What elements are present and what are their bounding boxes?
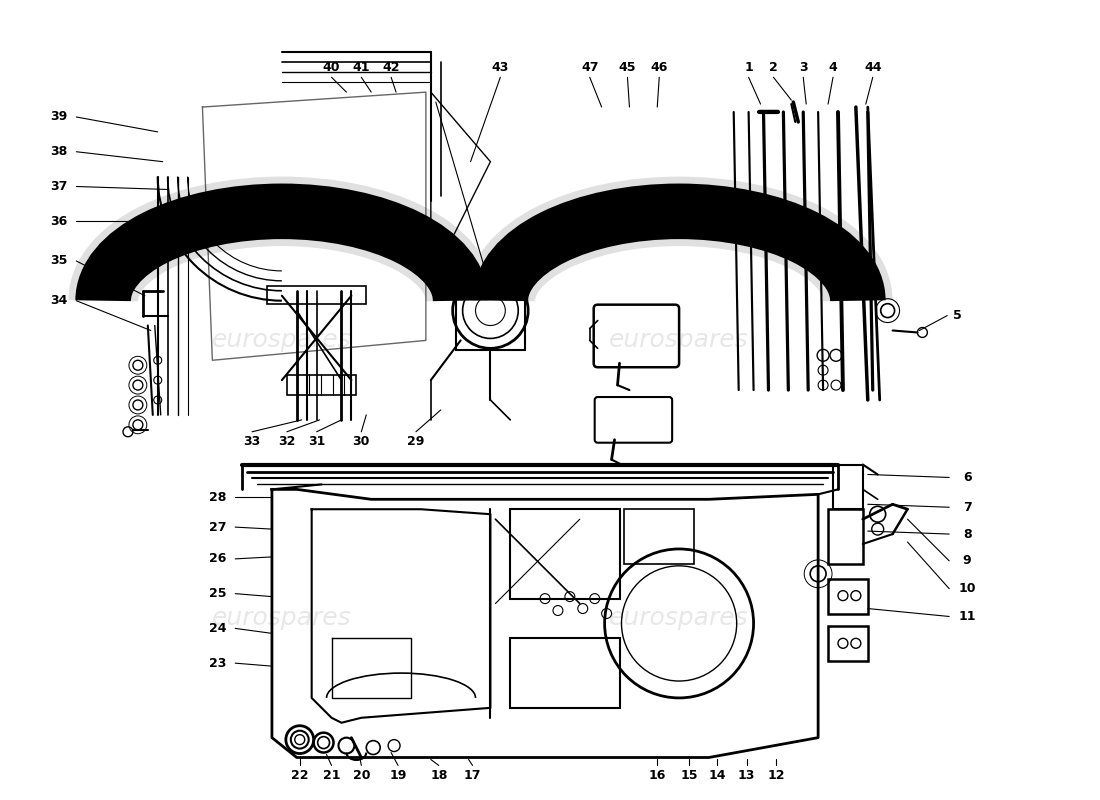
Text: 5: 5 bbox=[953, 309, 961, 322]
Text: 38: 38 bbox=[50, 146, 67, 158]
Text: 29: 29 bbox=[407, 435, 425, 448]
Text: 34: 34 bbox=[50, 294, 67, 307]
Bar bbox=[828, 510, 862, 564]
Bar bbox=[267, 286, 366, 304]
Text: 15: 15 bbox=[680, 769, 697, 782]
Text: 45: 45 bbox=[618, 61, 636, 74]
Text: 4: 4 bbox=[828, 61, 837, 74]
Text: 11: 11 bbox=[958, 610, 976, 623]
Text: 26: 26 bbox=[209, 552, 226, 566]
Text: 2: 2 bbox=[769, 61, 778, 74]
Text: 22: 22 bbox=[292, 769, 308, 782]
Bar bbox=[455, 271, 525, 350]
Text: 16: 16 bbox=[649, 769, 666, 782]
Text: 14: 14 bbox=[708, 769, 726, 782]
Text: 44: 44 bbox=[864, 61, 881, 74]
Text: 10: 10 bbox=[958, 582, 976, 595]
Text: 20: 20 bbox=[353, 769, 370, 782]
Text: 13: 13 bbox=[738, 769, 756, 782]
Text: 40: 40 bbox=[322, 61, 340, 74]
Bar bbox=[833, 465, 862, 510]
Text: 36: 36 bbox=[50, 214, 67, 228]
Text: 25: 25 bbox=[209, 587, 227, 600]
Text: 17: 17 bbox=[464, 769, 482, 782]
Text: 3: 3 bbox=[799, 61, 807, 74]
Text: 1: 1 bbox=[745, 61, 754, 74]
Text: 47: 47 bbox=[581, 61, 598, 74]
Text: 42: 42 bbox=[383, 61, 400, 74]
Text: eurospares: eurospares bbox=[609, 329, 749, 353]
Bar bbox=[287, 375, 356, 395]
Text: 8: 8 bbox=[962, 527, 971, 541]
Bar bbox=[828, 578, 868, 614]
Bar bbox=[625, 510, 694, 564]
Text: 21: 21 bbox=[322, 769, 340, 782]
Text: 9: 9 bbox=[962, 554, 971, 567]
Text: 23: 23 bbox=[209, 657, 226, 670]
Text: 46: 46 bbox=[650, 61, 668, 74]
Text: 28: 28 bbox=[209, 491, 226, 504]
Text: 41: 41 bbox=[353, 61, 370, 74]
Bar bbox=[828, 626, 868, 661]
Text: 43: 43 bbox=[492, 61, 509, 74]
Text: 19: 19 bbox=[389, 769, 407, 782]
Text: eurospares: eurospares bbox=[212, 329, 352, 353]
Text: eurospares: eurospares bbox=[212, 606, 352, 630]
Text: 39: 39 bbox=[50, 110, 67, 123]
Text: 12: 12 bbox=[768, 769, 785, 782]
Text: 30: 30 bbox=[353, 435, 370, 448]
Text: 31: 31 bbox=[308, 435, 326, 448]
Text: 32: 32 bbox=[278, 435, 296, 448]
Bar bbox=[510, 638, 619, 708]
Text: 35: 35 bbox=[50, 254, 67, 267]
Text: 7: 7 bbox=[962, 501, 971, 514]
Text: 33: 33 bbox=[243, 435, 261, 448]
Text: 6: 6 bbox=[962, 471, 971, 484]
Bar bbox=[510, 510, 619, 598]
Text: 24: 24 bbox=[209, 622, 227, 635]
Text: 37: 37 bbox=[50, 180, 67, 193]
Text: 18: 18 bbox=[430, 769, 448, 782]
Text: 27: 27 bbox=[209, 521, 227, 534]
Text: eurospares: eurospares bbox=[609, 606, 749, 630]
